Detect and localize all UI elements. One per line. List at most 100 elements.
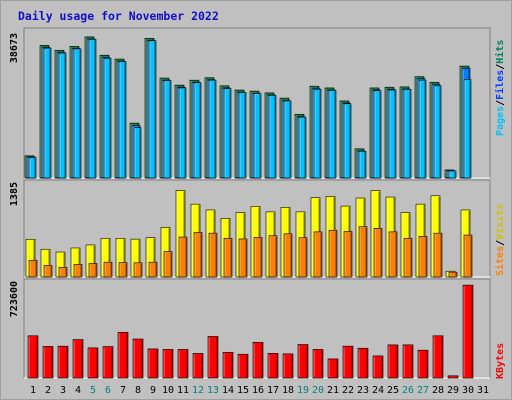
- bar-kbytes-day-8: [132, 338, 144, 379]
- legend-hits-files-pages: Pages/Files/Hits: [494, 40, 506, 136]
- legend-sep: /: [495, 100, 506, 106]
- x-tick-day-6: 6: [105, 385, 111, 396]
- x-tick-day-21: 21: [327, 385, 339, 396]
- bar-sites-day-10: [163, 251, 173, 278]
- legend-sep: /: [495, 64, 506, 70]
- bar-kbytes-day-23: [357, 347, 369, 379]
- bar-kbytes-day-3: [57, 345, 69, 379]
- x-tick-day-20: 20: [312, 385, 324, 396]
- legend-hits: Hits: [494, 40, 506, 64]
- legend-files: Files: [494, 70, 506, 100]
- bar-kbytes-day-1: [27, 335, 39, 379]
- bar-sites-day-22: [343, 231, 353, 278]
- legend-sites: Sites: [494, 246, 506, 276]
- x-tick-day-29: 29: [447, 385, 459, 396]
- bar-pages-day-23: [358, 150, 367, 179]
- bar-pages-day-26: [403, 89, 412, 179]
- bar-pages-day-5: [88, 39, 97, 179]
- bar-pages-day-9: [148, 40, 157, 179]
- bar-kbytes-day-24: [372, 355, 384, 379]
- x-tick-day-28: 28: [432, 385, 444, 396]
- bar-sites-day-26: [403, 238, 413, 278]
- y-max-label-hits: 38673: [9, 33, 20, 63]
- x-tick-day-25: 25: [387, 385, 399, 396]
- bar-kbytes-day-10: [162, 349, 174, 379]
- bar-sites-day-1: [28, 259, 38, 278]
- legend-visits-sites: Sites/Visits: [494, 204, 506, 276]
- bar-pages-day-20: [313, 89, 322, 179]
- legend-kbytes: KBytes: [495, 343, 506, 379]
- bar-kbytes-day-15: [237, 353, 249, 379]
- bar-kbytes-day-4: [72, 339, 84, 379]
- bar-sites-day-14: [223, 238, 233, 278]
- x-tick-day-26: 26: [402, 385, 414, 396]
- bar-kbytes-day-19: [297, 344, 309, 379]
- bar-pages-day-1: [28, 157, 37, 179]
- bar-kbytes-day-5: [87, 347, 99, 379]
- bar-kbytes-day-16: [252, 341, 264, 379]
- bar-kbytes-day-18: [282, 353, 294, 379]
- bar-kbytes-day-30: [462, 284, 474, 379]
- bar-pages-day-18: [283, 100, 292, 179]
- bar-pages-day-25: [388, 89, 397, 179]
- bar-pages-day-17: [268, 95, 277, 179]
- x-tick-day-31: 31: [477, 385, 489, 396]
- bar-sites-day-17: [268, 235, 278, 278]
- bar-sites-day-3: [58, 267, 68, 278]
- x-tick-day-5: 5: [90, 385, 96, 396]
- bar-kbytes-day-29: [447, 375, 459, 379]
- x-tick-day-1: 1: [30, 385, 36, 396]
- bar-sites-day-9: [148, 261, 158, 278]
- bar-pages-day-12: [193, 82, 202, 179]
- x-tick-day-14: 14: [222, 385, 234, 396]
- x-tick-day-12: 12: [192, 385, 204, 396]
- y-max-label-visits: 1385: [9, 182, 20, 206]
- bar-sites-day-13: [208, 232, 218, 278]
- bar-kbytes-day-27: [417, 349, 429, 379]
- chart-title: Daily usage for November 2022: [18, 9, 219, 23]
- bar-pages-day-15: [238, 92, 247, 179]
- bar-sites-day-27: [418, 236, 428, 278]
- x-tick-day-16: 16: [252, 385, 264, 396]
- bar-sites-day-30: [463, 234, 473, 278]
- bar-sites-day-4: [73, 264, 83, 278]
- x-tick-day-4: 4: [75, 385, 81, 396]
- x-tick-day-23: 23: [357, 385, 369, 396]
- bar-pages-day-10: [163, 80, 172, 179]
- x-tick-day-8: 8: [135, 385, 141, 396]
- bar-pages-day-28: [433, 85, 442, 179]
- bar-sites-day-7: [118, 262, 128, 278]
- legend-pages: Pages: [495, 106, 506, 136]
- bar-kbytes-day-12: [192, 353, 204, 379]
- bar-kbytes-day-6: [102, 346, 114, 379]
- bar-kbytes-day-21: [327, 358, 339, 379]
- y-max-label-kbytes: 723600: [9, 281, 20, 317]
- x-tick-day-15: 15: [237, 385, 249, 396]
- bar-kbytes-day-7: [117, 331, 129, 379]
- bar-pages-day-24: [373, 90, 382, 179]
- bar-pages-day-27: [418, 79, 427, 179]
- bar-pages-day-16: [253, 93, 262, 179]
- x-tick-day-7: 7: [120, 385, 126, 396]
- bar-kbytes-day-20: [312, 349, 324, 379]
- legend-sep: /: [495, 240, 506, 246]
- x-tick-day-17: 17: [267, 385, 279, 396]
- bar-kbytes-day-11: [177, 349, 189, 379]
- bar-sites-day-25: [388, 231, 398, 278]
- x-tick-day-2: 2: [45, 385, 51, 396]
- bar-sites-day-19: [298, 237, 308, 278]
- legend-visits: Visits: [494, 204, 506, 240]
- bar-sites-day-2: [43, 265, 53, 278]
- bar-kbytes-day-25: [387, 344, 399, 379]
- x-tick-day-18: 18: [282, 385, 294, 396]
- x-tick-day-11: 11: [177, 385, 189, 396]
- bar-pages-day-14: [223, 88, 232, 179]
- x-tick-day-3: 3: [60, 385, 66, 396]
- x-tick-day-22: 22: [342, 385, 354, 396]
- bar-sites-day-12: [193, 232, 203, 278]
- bar-pages-day-30: [463, 79, 472, 179]
- bar-sites-day-6: [103, 261, 113, 278]
- bar-kbytes-day-22: [342, 345, 354, 379]
- bar-kbytes-day-13: [207, 336, 219, 379]
